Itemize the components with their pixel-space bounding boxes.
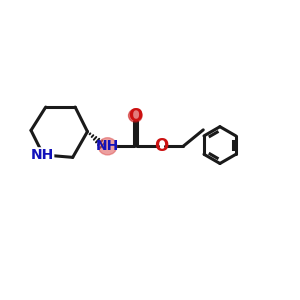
Text: NH: NH: [30, 148, 54, 162]
Ellipse shape: [98, 138, 117, 155]
Text: O: O: [128, 106, 142, 124]
Ellipse shape: [128, 109, 142, 122]
Text: O: O: [154, 137, 168, 155]
Text: NH: NH: [96, 139, 119, 153]
